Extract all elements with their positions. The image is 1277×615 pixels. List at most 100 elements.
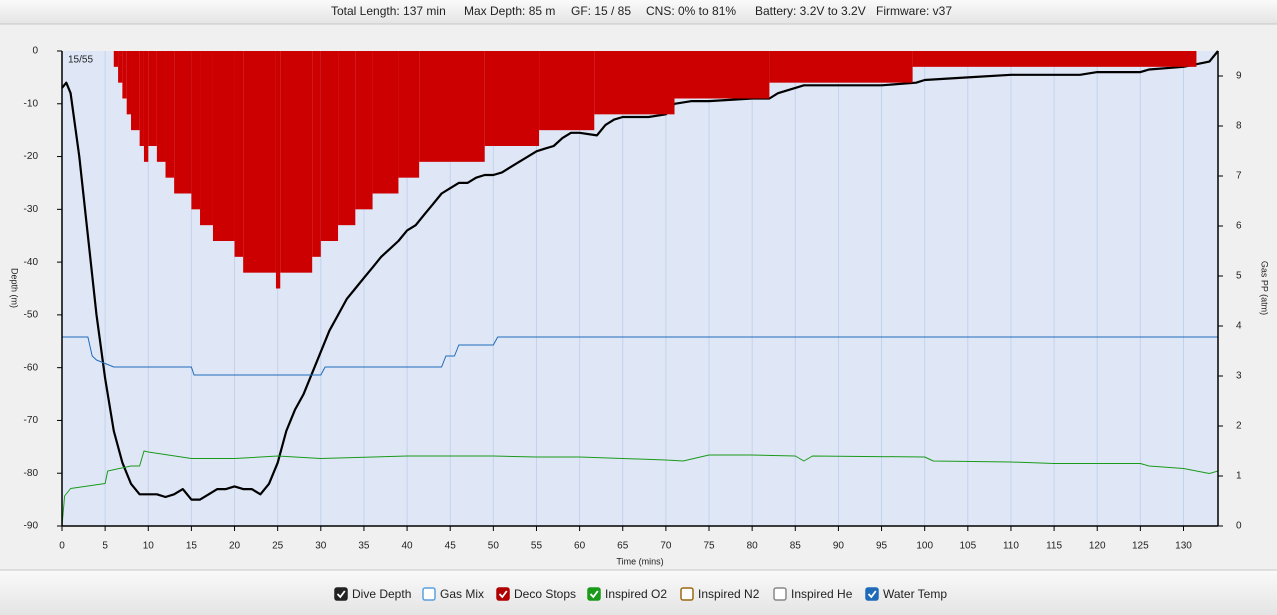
legend-item[interactable]: Inspired N2 xyxy=(680,587,760,601)
legend-label: Inspired N2 xyxy=(698,587,760,601)
y-tick-label: -10 xyxy=(24,98,39,109)
x-tick-label: 15 xyxy=(186,541,198,552)
x-tick-label: 30 xyxy=(315,541,327,552)
y-tick-label: -70 xyxy=(24,415,39,426)
checkmark xyxy=(336,590,346,599)
y2-tick-label: 7 xyxy=(1236,171,1242,182)
legend-checkbox xyxy=(496,587,510,601)
x-tick-label: 95 xyxy=(876,541,888,552)
deco-stop xyxy=(122,51,127,99)
x-tick-label: 125 xyxy=(1132,541,1149,552)
checkmark xyxy=(867,590,877,599)
x-tick-label: 60 xyxy=(574,541,586,552)
y-tick-label: -30 xyxy=(24,204,39,215)
deco-stop xyxy=(484,51,540,146)
x-tick-label: 5 xyxy=(102,541,108,552)
deco-stop xyxy=(539,51,595,131)
x-tick-label: 25 xyxy=(272,541,284,552)
deco-stop xyxy=(320,51,339,241)
y2-tick-label: 5 xyxy=(1236,271,1242,282)
header-item: Total Length: 137 min xyxy=(331,4,446,18)
deco-stop xyxy=(338,51,356,226)
legend-checkbox xyxy=(587,587,601,601)
legend-item[interactable]: Water Temp xyxy=(865,587,947,601)
deco-stop xyxy=(113,51,119,67)
deco-stop xyxy=(118,51,123,83)
legend-checkbox xyxy=(865,587,879,601)
deco-stop xyxy=(312,51,321,257)
deco-stop xyxy=(174,51,192,194)
header-item: Firmware: v37 xyxy=(876,4,952,18)
annotation: 15/55 xyxy=(68,55,93,66)
y2-tick-label: 8 xyxy=(1236,121,1242,132)
deco-stop xyxy=(372,51,399,194)
y2-tick-label: 2 xyxy=(1236,421,1242,432)
deco-stop xyxy=(594,51,675,115)
deco-stop xyxy=(674,51,770,99)
x-tick-label: 85 xyxy=(790,541,802,552)
x-tick-label: 105 xyxy=(959,541,976,552)
legend-label: Inspired O2 xyxy=(605,587,667,601)
x-axis-label: Time (mins) xyxy=(616,556,663,566)
legend-item[interactable]: Inspired He xyxy=(773,587,853,601)
legend-item[interactable]: Deco Stops xyxy=(496,587,576,601)
x-tick-label: 55 xyxy=(531,541,543,552)
x-tick-label: 110 xyxy=(1003,541,1019,552)
x-tick-label: 10 xyxy=(143,541,155,552)
deco-stop xyxy=(280,51,313,273)
y-tick-label: -60 xyxy=(24,362,39,373)
legend-label: Dive Depth xyxy=(352,587,411,601)
legend-checkbox xyxy=(680,587,694,601)
x-tick-label: 20 xyxy=(229,541,241,552)
y-axis-label: Depth (m) xyxy=(10,268,20,308)
deco-stop xyxy=(912,51,1197,67)
x-tick-label: 65 xyxy=(617,541,629,552)
y2-axis-label: Gas PP (atm) xyxy=(1260,261,1270,315)
deco-stop xyxy=(212,51,235,241)
x-tick-label: 100 xyxy=(916,541,933,552)
legend-item[interactable]: Inspired O2 xyxy=(587,587,667,601)
y2-tick-label: 1 xyxy=(1236,471,1242,482)
legend-label: Water Temp xyxy=(883,587,947,601)
legend-checkbox xyxy=(773,587,787,601)
deco-stop xyxy=(126,51,132,115)
checkmark xyxy=(589,590,599,599)
y-tick-label: -40 xyxy=(24,257,39,268)
legend-item[interactable]: Gas Mix xyxy=(422,587,484,601)
legend-label: Inspired He xyxy=(791,587,853,601)
x-tick-label: 130 xyxy=(1175,541,1192,552)
x-tick-label: 35 xyxy=(358,541,370,552)
x-tick-label: 45 xyxy=(445,541,457,552)
header-item: GF: 15 / 85 xyxy=(571,4,631,18)
deco-stop xyxy=(148,51,157,146)
deco-stop xyxy=(139,51,144,146)
header-item: Max Depth: 85 m xyxy=(464,4,555,18)
legend-item[interactable]: Dive Depth xyxy=(334,587,411,601)
x-tick-label: 90 xyxy=(833,541,845,552)
y-tick-label: -90 xyxy=(24,521,39,532)
y2-tick-label: 9 xyxy=(1236,71,1242,82)
x-tick-label: 40 xyxy=(402,541,414,552)
checkmark xyxy=(498,590,508,599)
x-tick-label: 80 xyxy=(747,541,759,552)
y2-tick-label: 3 xyxy=(1236,371,1242,382)
deco-stop xyxy=(275,51,281,289)
deco-stop xyxy=(769,51,913,83)
deco-stop xyxy=(131,51,140,131)
y-tick-label: -80 xyxy=(24,468,39,479)
legend-bar xyxy=(0,570,1277,615)
legend-checkbox xyxy=(422,587,436,601)
y-tick-label: 0 xyxy=(32,46,38,57)
x-tick-label: 0 xyxy=(59,541,65,552)
legend-label: Deco Stops xyxy=(514,587,576,601)
x-tick-label: 50 xyxy=(488,541,500,552)
x-tick-label: 120 xyxy=(1089,541,1106,552)
deco-stop xyxy=(143,51,149,162)
deco-stop xyxy=(165,51,175,178)
x-tick-label: 75 xyxy=(703,541,715,552)
legend-checkbox xyxy=(334,587,348,601)
x-tick-label: 115 xyxy=(1046,541,1062,552)
y-tick-label: -50 xyxy=(24,310,39,321)
